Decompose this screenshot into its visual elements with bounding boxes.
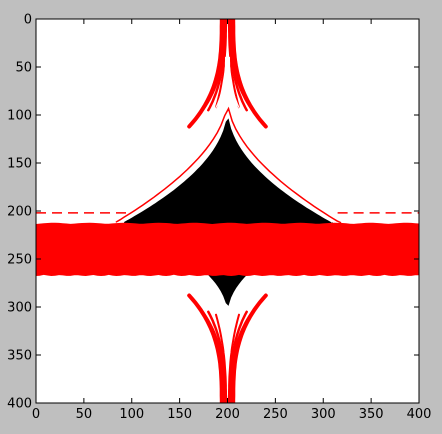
x-tick-label: 100 xyxy=(119,407,144,422)
y-tick-label: 100 xyxy=(7,109,32,124)
red-band-bottom-edge xyxy=(36,271,419,276)
upper-spike-inner-left xyxy=(207,19,226,112)
y-tick-label: 350 xyxy=(7,349,32,364)
y-tick-label: 400 xyxy=(7,397,32,412)
red-band xyxy=(36,225,419,274)
x-tick-label: 400 xyxy=(407,407,432,422)
y-tick-label: 50 xyxy=(15,61,32,76)
lower-spike-core-right xyxy=(227,313,240,403)
upper-gap-right xyxy=(228,56,242,112)
upper-spike-inner-right xyxy=(229,19,248,112)
upper-gap-left xyxy=(213,56,227,112)
y-tick-label: 250 xyxy=(7,253,32,268)
x-tick-label: 0 xyxy=(32,407,40,422)
body-outline-upper xyxy=(115,106,342,224)
x-tick-label: 150 xyxy=(167,407,192,422)
plot-area xyxy=(35,18,420,404)
red-band-top-edge xyxy=(36,222,419,228)
plot-content xyxy=(36,19,419,403)
upper-spike-core-left xyxy=(215,19,228,109)
y-tick-label: 150 xyxy=(7,157,32,172)
axis-ticks: 0 50 100 150 200 250 300 350 4000501001502002503… xyxy=(7,13,431,423)
y-tick-label: 300 xyxy=(7,301,32,316)
upper-spike-core-right xyxy=(227,19,240,109)
x-tick-label: 300 xyxy=(311,407,336,422)
y-tick-label: 0 xyxy=(24,13,32,28)
lower-spike-core-left xyxy=(215,313,228,403)
x-tick-label: 200 xyxy=(215,407,240,422)
bounded-region-body xyxy=(124,118,333,306)
x-tick-label: 250 xyxy=(263,407,288,422)
lower-spike-inner-left xyxy=(207,310,226,403)
y-tick-label: 200 xyxy=(7,205,32,220)
lower-spike-inner-right xyxy=(229,310,248,403)
x-tick-label: 50 xyxy=(76,407,93,422)
x-tick-label: 350 xyxy=(359,407,384,422)
